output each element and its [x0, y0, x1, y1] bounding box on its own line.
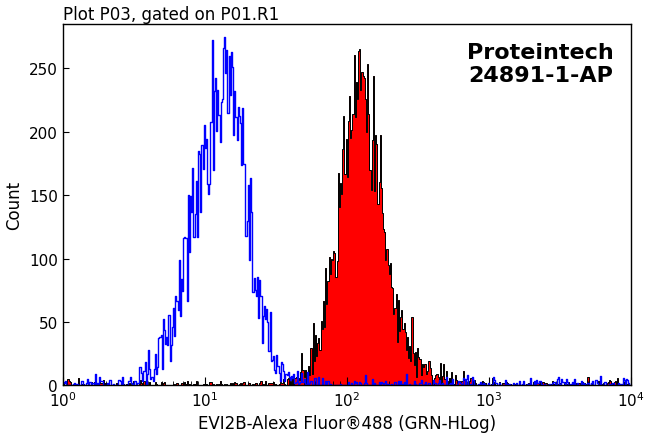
- Y-axis label: Count: Count: [6, 181, 23, 230]
- Text: Proteintech
24891-1-AP: Proteintech 24891-1-AP: [467, 43, 614, 86]
- X-axis label: EVI2B-Alexa Fluor®488 (GRN-HLog): EVI2B-Alexa Fluor®488 (GRN-HLog): [198, 414, 496, 432]
- Text: Plot P03, gated on P01.R1: Plot P03, gated on P01.R1: [63, 6, 279, 24]
